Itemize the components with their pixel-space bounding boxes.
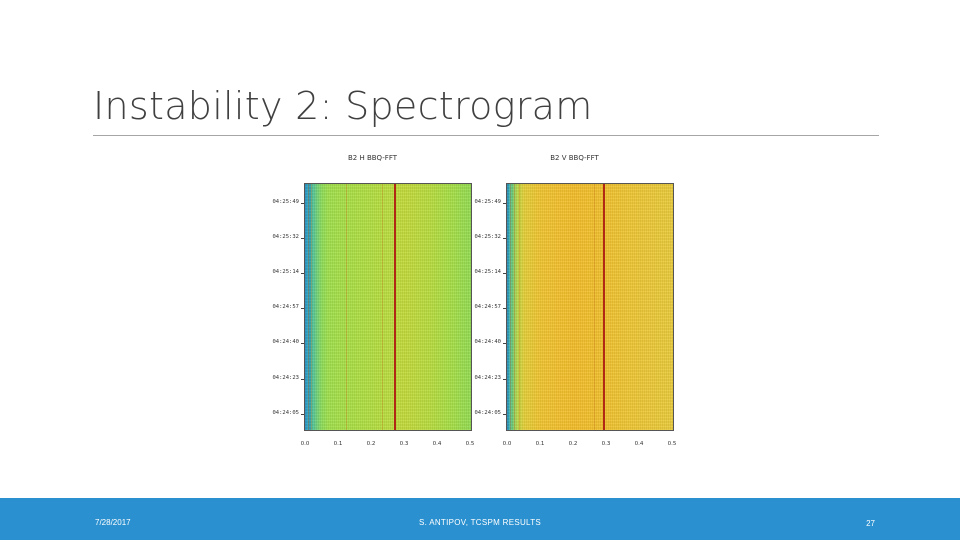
x-tick: 0.1	[530, 432, 550, 450]
y-tick-label: 04:24:05	[474, 410, 502, 416]
y-tick-mark	[301, 273, 304, 274]
y-tick-label: 04:25:49	[474, 199, 502, 205]
y-tick: 04:25:49	[472, 199, 506, 209]
x-tick-label: 0.2	[366, 441, 376, 447]
x-tick-label: 0.0	[300, 441, 310, 447]
y-tick-mark	[503, 343, 506, 344]
y-tick: 04:25:49	[270, 199, 304, 209]
y-tick: 04:25:14	[270, 269, 304, 279]
y-tick-label: 04:25:32	[474, 234, 502, 240]
y-tick-label: 04:25:14	[474, 269, 502, 275]
x-tick-label: 0.3	[399, 441, 409, 447]
spectrogram-v-low-line	[519, 184, 520, 430]
y-tick-mark	[301, 343, 304, 344]
y-tick-label: 04:24:05	[272, 410, 300, 416]
y-tick-label: 04:25:32	[272, 234, 300, 240]
y-tick-label: 04:24:57	[474, 304, 502, 310]
page-number: 27	[866, 519, 875, 528]
y-tick: 04:24:05	[270, 410, 304, 420]
spectrogram-v-low-line	[510, 184, 511, 430]
y-tick: 04:25:32	[472, 234, 506, 244]
spectrogram-v-panel: B2 V BBQ-FFT 04:25:49 04:25:32 04:25:14 …	[472, 150, 677, 447]
y-tick: 04:24:23	[472, 375, 506, 385]
footer-bar: 7/28/2017 S. ANTIPOV, TCSPM RESULTS 27	[0, 498, 960, 540]
slide-title: Instability 2: Spectrogram	[93, 84, 593, 128]
footer-presenter: S. ANTIPOV, TCSPM RESULTS	[418, 518, 542, 527]
x-tick: 0.4	[629, 432, 649, 450]
x-tick-label: 0.4	[634, 441, 644, 447]
spectrogram-h-panel: B2 H BBQ-FFT 04:25:49 04:25:32 04:25:14 …	[270, 150, 475, 447]
y-tick-mark	[503, 308, 506, 309]
y-tick: 04:24:40	[472, 339, 506, 349]
spectrogram-v-faint-line	[594, 184, 595, 430]
y-tick-mark	[503, 379, 506, 380]
y-tick-label: 04:25:14	[272, 269, 300, 275]
spectrogram-v-plot	[506, 183, 674, 431]
spectrogram-h-noise	[305, 184, 471, 430]
x-tick: 0.0	[497, 432, 517, 450]
x-tick-label: 0.4	[432, 441, 442, 447]
spectrogram-h-low-line	[311, 184, 312, 430]
y-tick-label: 04:24:57	[272, 304, 300, 310]
x-tick-label: 0.5	[667, 441, 677, 447]
y-tick-mark	[503, 273, 506, 274]
y-tick-label: 04:24:23	[272, 375, 300, 381]
footer-date: 7/28/2017	[95, 518, 131, 527]
spectrogram-v-title: B2 V BBQ-FFT	[550, 154, 599, 162]
spectrogram-v-low-line	[514, 184, 515, 430]
y-tick: 04:24:57	[270, 304, 304, 314]
y-tick: 04:24:57	[472, 304, 506, 314]
spectrogram-h-low-line	[308, 184, 309, 430]
x-tick: 0.3	[596, 432, 616, 450]
spectrogram-v-tune-line	[603, 184, 605, 430]
title-divider	[93, 135, 879, 136]
x-tick: 0.2	[361, 432, 381, 450]
x-tick: 0.3	[394, 432, 414, 450]
y-tick: 04:25:14	[472, 269, 506, 279]
y-tick-mark	[301, 238, 304, 239]
spectrogram-h-tune-line	[394, 184, 396, 430]
y-tick-label: 04:24:40	[474, 339, 502, 345]
x-tick: 0.5	[662, 432, 682, 450]
spectrogram-h-title: B2 H BBQ-FFT	[347, 154, 397, 162]
y-tick-mark	[503, 414, 506, 415]
y-tick-label: 04:24:40	[272, 339, 300, 345]
x-tick-label: 0.3	[601, 441, 611, 447]
y-tick: 04:24:40	[270, 339, 304, 349]
x-tick: 0.0	[295, 432, 315, 450]
spectrogram-h-faint-line	[346, 184, 347, 430]
y-tick: 04:25:32	[270, 234, 304, 244]
x-tick: 0.2	[563, 432, 583, 450]
y-tick-mark	[301, 203, 304, 204]
y-tick-label: 04:25:49	[272, 199, 300, 205]
x-tick: 0.1	[328, 432, 348, 450]
x-tick-label: 0.0	[502, 441, 512, 447]
y-tick-mark	[301, 414, 304, 415]
y-tick-mark	[301, 379, 304, 380]
x-tick-label: 0.1	[535, 441, 545, 447]
x-tick: 0.4	[427, 432, 447, 450]
x-tick-label: 0.2	[568, 441, 578, 447]
spectrogram-v-noise	[507, 184, 673, 430]
y-tick-label: 04:24:23	[474, 375, 502, 381]
y-tick-mark	[503, 203, 506, 204]
x-tick: 0.5	[460, 432, 480, 450]
y-tick-mark	[301, 308, 304, 309]
y-tick: 04:24:23	[270, 375, 304, 385]
y-tick: 04:24:05	[472, 410, 506, 420]
spectrogram-h-plot	[304, 183, 472, 431]
spectrogram-h-faint-line	[382, 184, 383, 430]
x-tick-label: 0.1	[333, 441, 343, 447]
y-tick-mark	[503, 238, 506, 239]
x-tick-label: 0.5	[465, 441, 475, 447]
